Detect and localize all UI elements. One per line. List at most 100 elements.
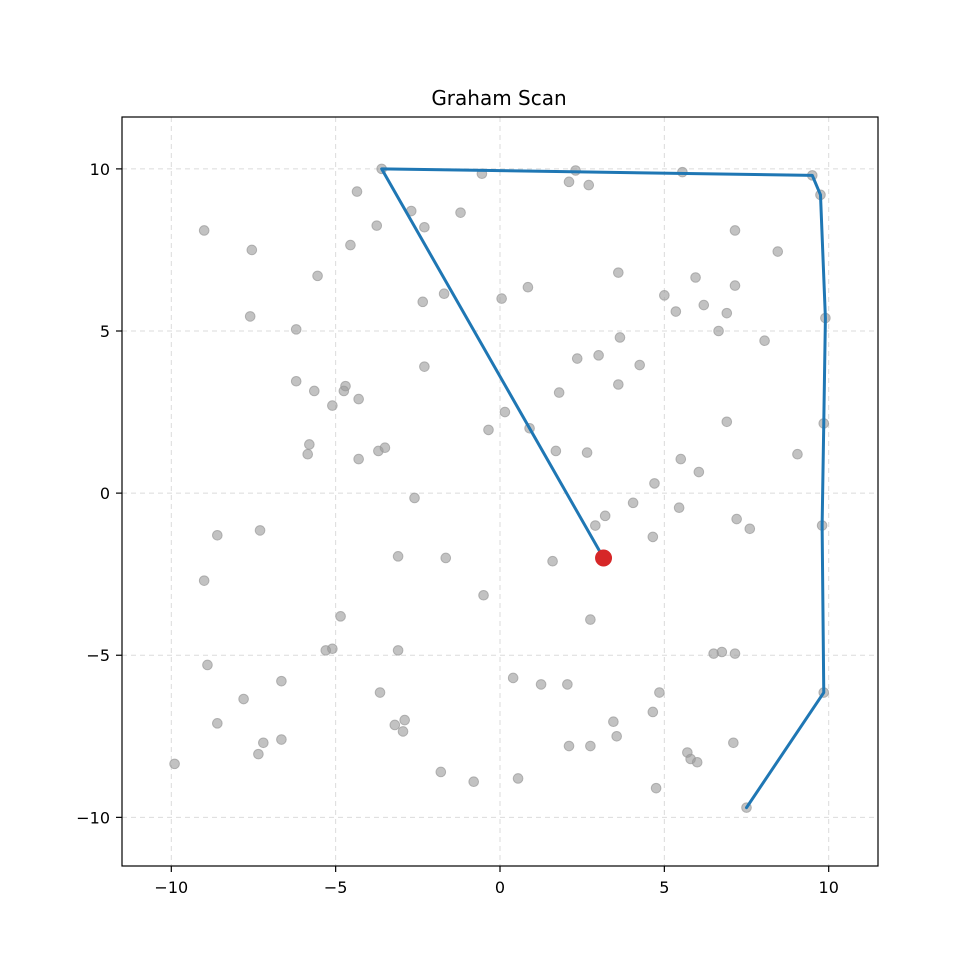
data-point (670, 306, 682, 317)
y-tick-label: 10 (90, 160, 110, 179)
data-point (729, 225, 741, 236)
data-point (238, 693, 249, 705)
data-point (304, 439, 315, 450)
x-tick-label: 5 (659, 878, 669, 897)
chart-title: Graham Scan (431, 86, 566, 110)
data-point (728, 737, 739, 749)
data-point (585, 740, 596, 752)
start-point (595, 549, 613, 567)
data-point (563, 740, 575, 752)
data-point (792, 448, 803, 460)
data-point (392, 645, 404, 656)
data-point (647, 531, 659, 543)
x-axis-ticks: −10 −5 0 5 10 (154, 866, 839, 897)
data-point (693, 466, 705, 478)
data-point (399, 714, 410, 726)
data-point (649, 478, 660, 489)
data-point (547, 555, 558, 567)
data-point (654, 687, 665, 698)
data-point (246, 244, 258, 256)
data-point (759, 335, 770, 347)
data-point (419, 221, 430, 233)
data-point (721, 416, 733, 428)
data-point (673, 502, 685, 514)
start-point-marker (595, 549, 613, 567)
data-point (583, 179, 595, 191)
data-point (417, 296, 429, 308)
data-point (744, 523, 756, 535)
data-point (353, 393, 364, 405)
data-point (440, 552, 452, 564)
data-point (590, 520, 601, 531)
data-point (435, 766, 447, 778)
data-point (675, 453, 687, 465)
data-point (729, 280, 741, 291)
data-point (379, 442, 391, 454)
data-point (593, 350, 604, 361)
data-point (585, 614, 596, 625)
data-point (419, 361, 430, 372)
data-point (345, 239, 356, 251)
data-point (198, 225, 210, 236)
hull-line (380, 167, 827, 810)
data-point (392, 551, 404, 562)
data-point (691, 756, 703, 768)
data-point (659, 290, 670, 301)
data-point (512, 773, 524, 784)
data-point (614, 332, 626, 343)
data-point (550, 445, 562, 457)
data-point (522, 281, 534, 293)
data-point (721, 307, 733, 319)
data-point (353, 453, 364, 465)
data-point (455, 207, 466, 218)
data-point (627, 497, 639, 509)
grid-lines (122, 117, 878, 866)
data-point (613, 267, 624, 278)
data-point (253, 748, 264, 760)
data-point (212, 529, 223, 541)
data-point (535, 679, 547, 690)
data-point (562, 679, 573, 690)
data-point (483, 424, 494, 436)
data-point (608, 716, 619, 728)
data-point (571, 353, 583, 364)
y-axis-ticks: −10 −5 0 5 10 (76, 160, 122, 827)
data-point (698, 299, 710, 311)
data-point (244, 311, 256, 322)
hull-path (380, 167, 827, 810)
y-tick-label: 0 (100, 484, 110, 503)
data-point (650, 782, 662, 794)
data-point (409, 492, 420, 504)
data-point (499, 406, 511, 418)
data-point (716, 646, 728, 658)
data-point (327, 643, 338, 655)
data-point (254, 525, 266, 536)
data-point (340, 380, 351, 392)
data-point (438, 288, 450, 300)
data-point (611, 731, 622, 742)
data-point (599, 510, 611, 522)
data-point (634, 359, 645, 371)
data-point (613, 379, 624, 390)
x-tick-label: 10 (819, 878, 839, 897)
data-point (169, 758, 180, 770)
data-point (327, 400, 338, 411)
data-point (690, 272, 701, 283)
data-point (258, 737, 269, 749)
data-point (312, 270, 323, 282)
data-point (713, 325, 724, 337)
data-point (731, 513, 742, 525)
data-point (308, 385, 320, 397)
data-point (468, 776, 480, 787)
x-tick-label: −5 (324, 878, 348, 897)
data-point (212, 718, 223, 729)
data-point (276, 675, 287, 687)
data-point (198, 575, 210, 586)
x-tick-label: 0 (495, 878, 505, 897)
data-point (507, 672, 519, 684)
data-point (772, 246, 784, 257)
data-point (202, 659, 213, 671)
data-point (647, 706, 659, 718)
data-point (389, 719, 401, 731)
